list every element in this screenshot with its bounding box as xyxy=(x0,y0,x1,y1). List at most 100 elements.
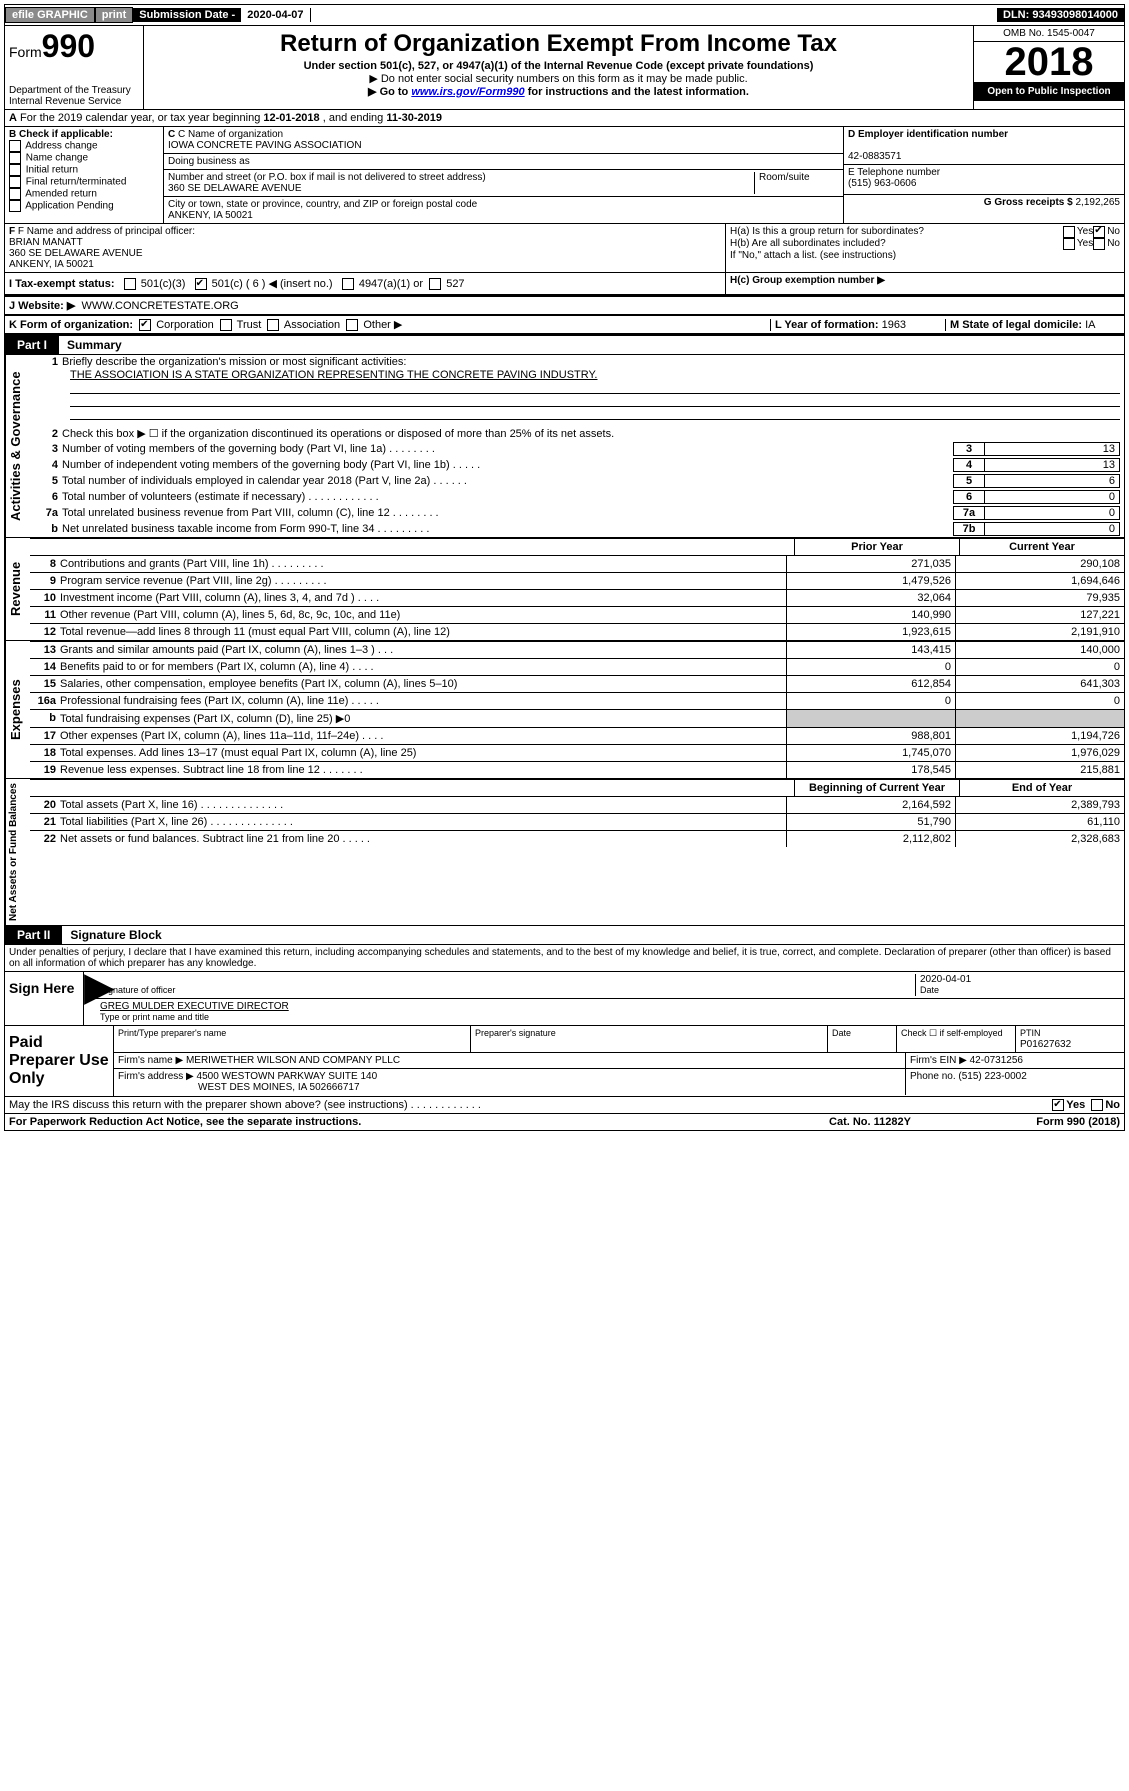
submission-date-value: 2020-04-07 xyxy=(241,8,310,22)
org-name: IOWA CONCRETE PAVING ASSOCIATION xyxy=(168,140,839,151)
table-row: 16aProfessional fundraising fees (Part I… xyxy=(30,692,1124,709)
ptin: P01627632 xyxy=(1020,1039,1071,1050)
sig-date: 2020-04-01 xyxy=(920,974,971,985)
vl-revenue: Revenue xyxy=(5,538,30,640)
vl-net: Net Assets or Fund Balances xyxy=(5,779,30,925)
table-row: 21Total liabilities (Part X, line 26) . … xyxy=(30,813,1124,830)
firm-name: MERIWETHER WILSON AND COMPANY PLLC xyxy=(186,1055,400,1066)
ein: 42-0883571 xyxy=(848,151,901,162)
sign-here-block: Sign Here ▶ Signature of officer 2020-04… xyxy=(4,972,1125,1026)
form-label: Form990 xyxy=(9,28,139,65)
hb-no[interactable] xyxy=(1093,238,1105,250)
mission: THE ASSOCIATION IS A STATE ORGANIZATION … xyxy=(70,369,597,381)
table-row: 18Total expenses. Add lines 13–17 (must … xyxy=(30,744,1124,761)
officer-name: BRIAN MANATT xyxy=(9,237,83,248)
revenue-block: Revenue Prior Year Current Year 8Contrib… xyxy=(4,538,1125,641)
discuss-no[interactable] xyxy=(1091,1099,1103,1111)
table-row: 12Total revenue—add lines 8 through 11 (… xyxy=(30,623,1124,640)
street-address: 360 SE DELAWARE AVENUE xyxy=(168,183,754,194)
firm-phone: (515) 223-0002 xyxy=(958,1071,1026,1082)
curr-year-head: Current Year xyxy=(959,539,1124,555)
cb-app-pending[interactable]: Application Pending xyxy=(9,200,159,212)
website: WWW.CONCRETESTATE.ORG xyxy=(81,300,238,312)
net-assets-block: Net Assets or Fund Balances Beginning of… xyxy=(4,779,1125,926)
form-note-1: ▶ Do not enter social security numbers o… xyxy=(148,72,969,85)
dept-label: Department of the Treasury Internal Reve… xyxy=(9,85,139,107)
prior-year-head: Prior Year xyxy=(794,539,959,555)
cb-initial-return[interactable]: Initial return xyxy=(9,164,159,176)
cb-final-return[interactable]: Final return/terminated xyxy=(9,176,159,188)
form-subtitle: Under section 501(c), 527, or 4947(a)(1)… xyxy=(148,60,969,72)
table-row: 22Net assets or fund balances. Subtract … xyxy=(30,830,1124,847)
cb-assoc[interactable] xyxy=(267,319,279,331)
cb-address-change[interactable]: Address change xyxy=(9,140,159,152)
row-a: A For the 2019 calendar year, or tax yea… xyxy=(4,110,1125,127)
cb-other[interactable] xyxy=(346,319,358,331)
table-row: 20Total assets (Part X, line 16) . . . .… xyxy=(30,796,1124,813)
part-1-header: Part I Summary xyxy=(4,334,1125,355)
vl-governance: Activities & Governance xyxy=(5,355,30,537)
footer: For Paperwork Reduction Act Notice, see … xyxy=(4,1114,1125,1131)
preparer-block: Paid Preparer Use Only Print/Type prepar… xyxy=(4,1026,1125,1097)
table-row: 17Other expenses (Part IX, column (A), l… xyxy=(30,727,1124,744)
firm-city: WEST DES MOINES, IA 502666717 xyxy=(118,1082,360,1093)
officer-addr: 360 SE DELAWARE AVENUE ANKENY, IA 50021 xyxy=(9,248,143,270)
year-formation: 1963 xyxy=(882,319,906,331)
discuss-yes[interactable] xyxy=(1052,1099,1064,1111)
website-row: J Website: ▶ WWW.CONCRETESTATE.ORG xyxy=(4,295,1125,316)
table-row: 9Program service revenue (Part VIII, lin… xyxy=(30,572,1124,589)
l4-val: 13 xyxy=(985,458,1120,472)
cb-amended[interactable]: Amended return xyxy=(9,188,159,200)
print-button[interactable]: print xyxy=(95,7,133,23)
governance-block: Activities & Governance 1Briefly describ… xyxy=(4,355,1125,538)
table-row: 10Investment income (Part VIII, column (… xyxy=(30,589,1124,606)
top-bar: efile GRAPHIC print Submission Date - 20… xyxy=(4,4,1125,26)
submission-date-label: Submission Date - xyxy=(133,8,241,22)
city-state-zip: ANKENY, IA 50021 xyxy=(168,210,839,221)
l7a-val: 0 xyxy=(985,506,1120,520)
officer-block: F F Name and address of principal office… xyxy=(4,224,1125,273)
cb-4947[interactable] xyxy=(342,278,354,290)
firm-addr: 4500 WESTOWN PARKWAY SUITE 140 xyxy=(197,1071,378,1082)
cb-name-change[interactable]: Name change xyxy=(9,152,159,164)
tax-year: 2018 xyxy=(974,42,1124,82)
table-row: bTotal fundraising expenses (Part IX, co… xyxy=(30,709,1124,727)
form-note-2: ▶ Go to www.irs.gov/Form990 for instruct… xyxy=(148,85,969,98)
gross-receipts: 2,192,265 xyxy=(1076,197,1121,208)
l6-val: 0 xyxy=(985,490,1120,504)
officer-name-title: GREG MULDER EXECUTIVE DIRECTOR xyxy=(100,1001,289,1012)
l3-val: 13 xyxy=(985,442,1120,456)
form-header: Form990 Department of the Treasury Inter… xyxy=(4,26,1125,110)
table-row: 14Benefits paid to or for members (Part … xyxy=(30,658,1124,675)
cb-527[interactable] xyxy=(429,278,441,290)
expenses-block: Expenses 13Grants and similar amounts pa… xyxy=(4,641,1125,779)
cb-501c[interactable] xyxy=(195,278,207,290)
declaration: Under penalties of perjury, I declare th… xyxy=(4,945,1125,972)
discuss-row: May the IRS discuss this return with the… xyxy=(4,1097,1125,1114)
table-row: 8Contributions and grants (Part VIII, li… xyxy=(30,555,1124,572)
form-title: Return of Organization Exempt From Incom… xyxy=(148,30,969,58)
info-block: B Check if applicable: Address change Na… xyxy=(4,127,1125,224)
ha-yes[interactable] xyxy=(1063,226,1075,238)
tax-status-row: I Tax-exempt status: 501(c)(3) 501(c) ( … xyxy=(4,273,1125,295)
table-row: 19Revenue less expenses. Subtract line 1… xyxy=(30,761,1124,778)
part-2-header: Part II Signature Block xyxy=(4,926,1125,945)
table-row: 13Grants and similar amounts paid (Part … xyxy=(30,641,1124,658)
end-year-head: End of Year xyxy=(959,780,1124,796)
cb-trust[interactable] xyxy=(220,319,232,331)
cb-corp[interactable] xyxy=(139,319,151,331)
telephone: (515) 963-0606 xyxy=(848,178,916,189)
klm-row: K Form of organization: Corporation Trus… xyxy=(4,316,1125,334)
ha-no[interactable] xyxy=(1093,226,1105,238)
box-b-label: B Check if applicable: xyxy=(9,129,113,140)
irs-link[interactable]: www.irs.gov/Form990 xyxy=(411,86,524,98)
l7b-val: 0 xyxy=(985,522,1120,536)
cb-501c3[interactable] xyxy=(124,278,136,290)
beg-year-head: Beginning of Current Year xyxy=(794,780,959,796)
efile-link[interactable]: efile GRAPHIC xyxy=(5,7,95,23)
vl-expenses: Expenses xyxy=(5,641,30,778)
open-inspection: Open to Public Inspection xyxy=(974,82,1124,101)
state-domicile: IA xyxy=(1085,319,1095,331)
table-row: 11Other revenue (Part VIII, column (A), … xyxy=(30,606,1124,623)
hb-yes[interactable] xyxy=(1063,238,1075,250)
